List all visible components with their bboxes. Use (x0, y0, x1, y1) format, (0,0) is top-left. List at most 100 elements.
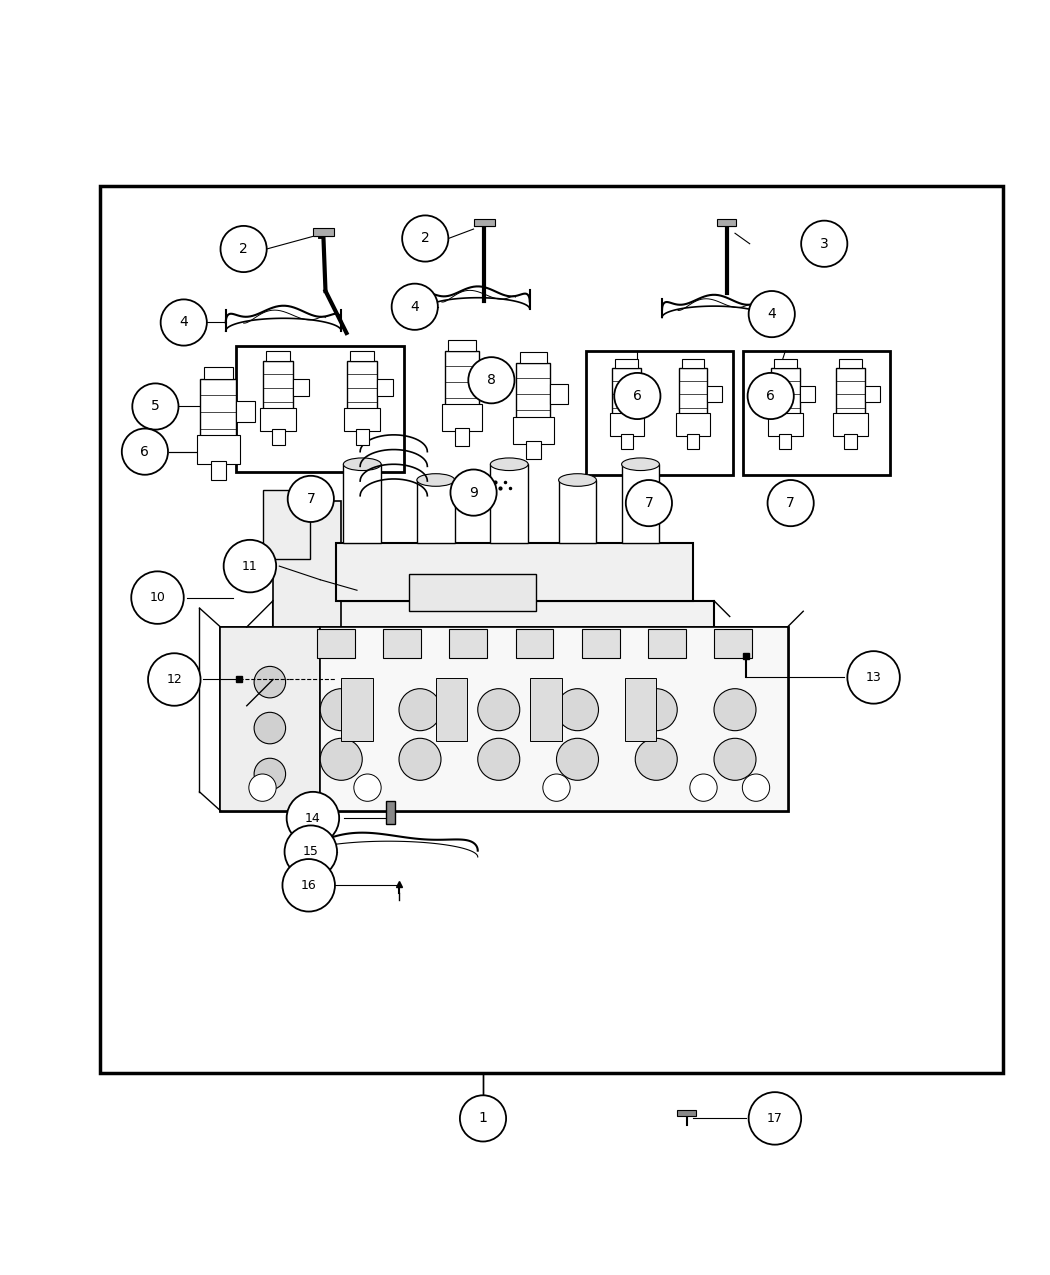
Bar (264, 361, 293, 412)
Text: 1: 1 (479, 1112, 487, 1126)
Text: 6: 6 (633, 389, 642, 403)
Bar (445, 351, 479, 408)
Bar (236, 400, 255, 422)
Text: 4: 4 (411, 300, 419, 314)
Bar (526, 441, 541, 459)
Bar (377, 379, 393, 397)
Text: 11: 11 (242, 560, 257, 572)
Circle shape (354, 774, 381, 801)
Bar (449, 629, 487, 658)
Bar (771, 368, 800, 417)
Bar (351, 351, 374, 361)
Bar (743, 351, 890, 474)
Circle shape (254, 713, 286, 743)
Ellipse shape (343, 458, 381, 470)
Text: 10: 10 (149, 592, 166, 604)
Bar (490, 464, 528, 543)
Bar (417, 479, 455, 543)
Bar (293, 379, 309, 397)
Circle shape (690, 774, 717, 801)
Bar (622, 464, 659, 543)
Text: 7: 7 (786, 496, 795, 510)
Circle shape (450, 469, 497, 515)
Circle shape (320, 688, 362, 731)
Bar (211, 460, 226, 479)
Circle shape (714, 738, 756, 780)
Bar (317, 629, 355, 658)
Bar (582, 629, 620, 658)
Circle shape (635, 738, 677, 780)
Bar (714, 629, 752, 658)
Bar (625, 678, 656, 741)
Bar (769, 413, 802, 436)
Circle shape (224, 539, 276, 593)
Text: 4: 4 (180, 315, 188, 329)
Circle shape (287, 792, 339, 844)
Circle shape (402, 215, 448, 261)
Text: 12: 12 (166, 673, 183, 686)
Circle shape (468, 357, 514, 403)
Bar (678, 368, 708, 417)
Bar (348, 361, 377, 412)
Bar (201, 379, 236, 440)
Bar (220, 627, 320, 811)
Bar (204, 367, 233, 379)
Text: 5: 5 (151, 399, 160, 413)
Circle shape (220, 226, 267, 272)
Bar (516, 629, 553, 658)
Bar (100, 186, 1003, 1074)
Circle shape (249, 774, 276, 801)
Circle shape (543, 774, 570, 801)
Bar (455, 428, 469, 446)
Bar (839, 358, 862, 368)
Circle shape (742, 774, 770, 801)
Circle shape (626, 479, 672, 527)
Bar (220, 627, 788, 811)
Circle shape (122, 428, 168, 474)
Bar (836, 368, 865, 417)
Bar (474, 218, 495, 226)
Bar (844, 434, 857, 449)
Bar (262, 491, 310, 558)
Bar (383, 629, 421, 658)
Bar (517, 363, 550, 421)
Bar (676, 413, 710, 436)
Text: 6: 6 (766, 389, 775, 403)
Circle shape (161, 300, 207, 346)
Bar (800, 385, 815, 402)
Bar (272, 430, 285, 445)
Circle shape (399, 688, 441, 731)
Text: 8: 8 (487, 374, 496, 388)
Ellipse shape (417, 474, 455, 486)
Text: 7: 7 (645, 496, 653, 510)
Circle shape (132, 384, 179, 430)
Bar (642, 385, 656, 402)
Bar (343, 464, 381, 543)
Bar (513, 417, 553, 444)
Text: 6: 6 (141, 445, 149, 459)
Bar (344, 408, 380, 431)
Bar (615, 358, 638, 368)
Ellipse shape (622, 458, 659, 470)
Circle shape (478, 738, 520, 780)
Circle shape (801, 221, 847, 266)
Bar (621, 434, 633, 449)
Bar (717, 218, 736, 226)
Bar (834, 413, 867, 436)
Circle shape (320, 738, 362, 780)
Bar (687, 434, 699, 449)
Circle shape (131, 571, 184, 623)
Circle shape (282, 859, 335, 912)
Bar (550, 384, 568, 404)
Text: 2: 2 (421, 232, 429, 246)
Bar (442, 404, 482, 431)
Bar (708, 385, 722, 402)
Bar (520, 352, 547, 363)
Circle shape (392, 283, 438, 330)
Circle shape (254, 667, 286, 697)
Circle shape (768, 479, 814, 527)
Bar (273, 601, 714, 680)
Bar (320, 627, 788, 811)
Bar (648, 629, 686, 658)
Bar (446, 674, 509, 764)
